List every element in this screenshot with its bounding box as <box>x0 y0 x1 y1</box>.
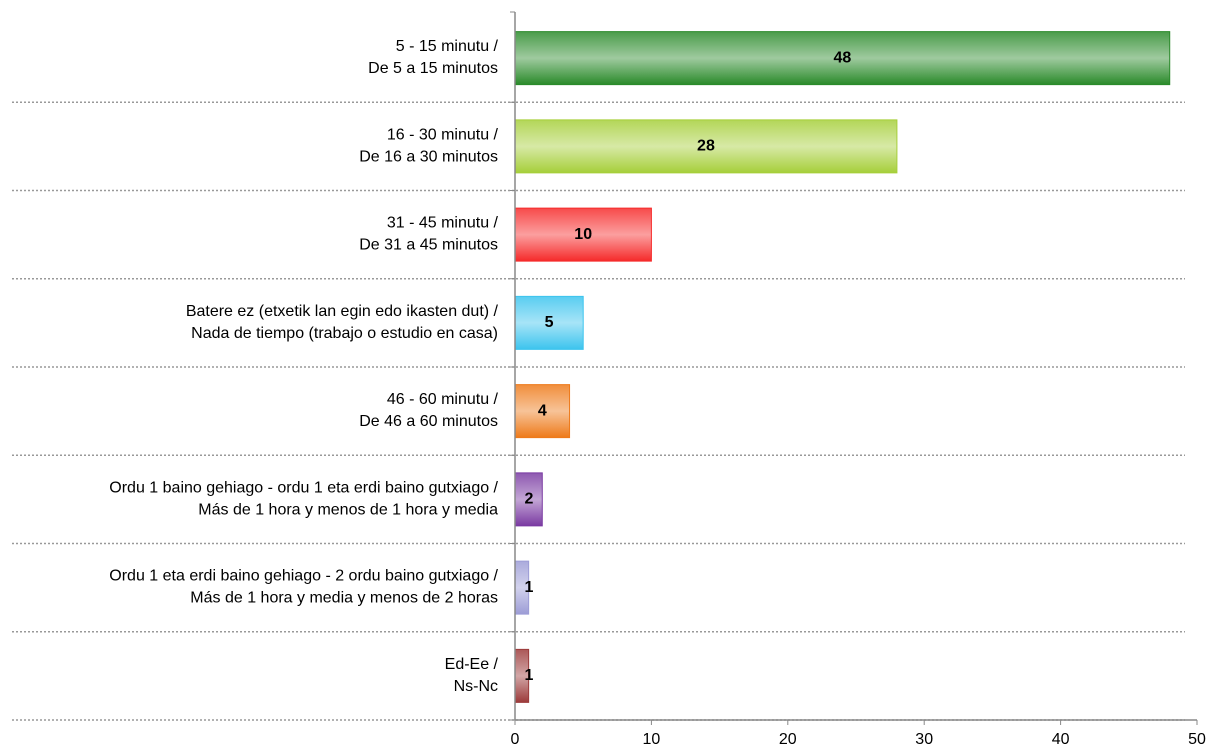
category-label-line: Más de 1 hora y menos de 1 hora y media <box>198 502 498 519</box>
bar <box>514 384 571 439</box>
category-label: 31 - 45 minutu / De 31 a 45 minutos <box>359 215 498 254</box>
category-label: 16 - 30 minutu / De 16 a 30 minutos <box>359 127 498 166</box>
value-label: 48 <box>833 49 851 66</box>
x-tick-label: 50 <box>1188 731 1206 748</box>
value-label: 28 <box>697 138 715 155</box>
category-label-line: 5 - 15 minutu / <box>396 38 499 55</box>
bar <box>514 295 584 350</box>
category-label-line: Nada de tiempo (trabajo o estudio en cas… <box>191 325 498 342</box>
category-label: 46 - 60 minutu / De 46 a 60 minutos <box>359 391 498 430</box>
value-label: 1 <box>525 667 534 684</box>
value-label: 4 <box>538 402 547 419</box>
value-label: 2 <box>525 491 534 508</box>
category-label: Ordu 1 baino gehiago - ordu 1 eta erdi b… <box>109 480 498 519</box>
category-label-line: 46 - 60 minutu / <box>387 391 499 408</box>
value-label: 10 <box>574 226 592 243</box>
category-label-line: Ed-Ee / <box>445 656 499 673</box>
category-label-line: 16 - 30 minutu / <box>387 127 499 144</box>
bar <box>514 119 898 174</box>
category-label: 5 - 15 minutu / De 5 a 15 minutos <box>368 38 498 77</box>
x-tick-label: 40 <box>1052 731 1070 748</box>
x-tick-label: 0 <box>511 731 520 748</box>
category-label-line: De 5 a 15 minutos <box>368 60 498 77</box>
category-label-line: De 31 a 45 minutos <box>359 237 498 254</box>
category-label-line: Ordu 1 eta erdi baino gehiago - 2 ordu b… <box>109 568 498 585</box>
category-label-line: 31 - 45 minutu / <box>387 215 499 232</box>
value-label: 1 <box>525 579 534 596</box>
bar <box>514 31 1171 86</box>
category-label-line: Batere ez (etxetik lan egin edo ikasten … <box>186 303 499 320</box>
bar <box>514 207 652 262</box>
category-label: Batere ez (etxetik lan egin edo ikasten … <box>186 303 499 342</box>
category-label-line: De 46 a 60 minutos <box>359 413 498 430</box>
category-label-line: Más de 1 hora y media y menos de 2 horas <box>190 590 498 607</box>
x-tick-label: 10 <box>643 731 661 748</box>
value-label: 5 <box>545 314 554 331</box>
category-label: Ed-Ee / Ns-Nc <box>445 656 499 695</box>
x-tick-label: 30 <box>915 731 933 748</box>
x-tick-label: 20 <box>779 731 797 748</box>
category-label: Ordu 1 eta erdi baino gehiago - 2 ordu b… <box>109 568 498 607</box>
category-label-line: Ordu 1 baino gehiago - ordu 1 eta erdi b… <box>109 480 498 497</box>
category-label-line: Ns-Nc <box>454 678 498 695</box>
category-label-line: De 16 a 30 minutos <box>359 149 498 166</box>
